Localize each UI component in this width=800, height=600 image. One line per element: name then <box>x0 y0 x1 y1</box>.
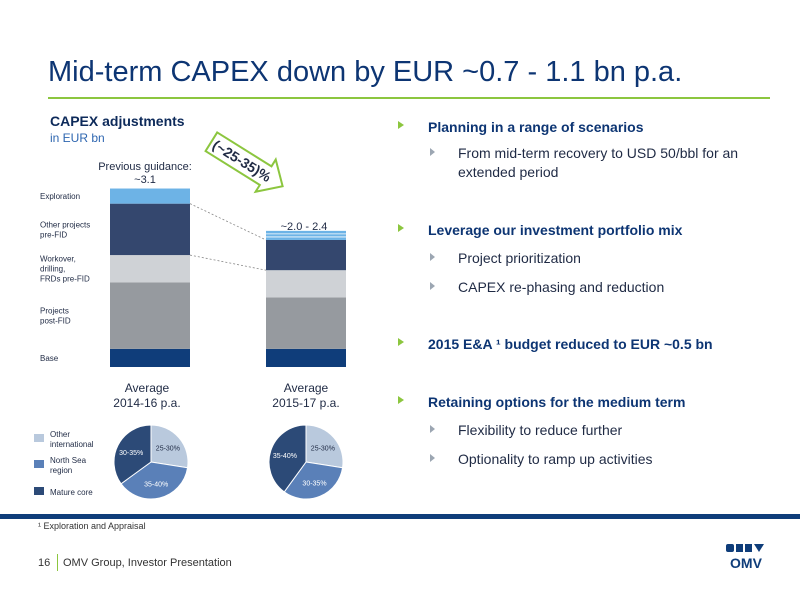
bullet-1-text: Planning in a range of scenarios <box>428 119 644 135</box>
bullet-1-sub-1-text: From mid-term recovery to USD 50/bbl for… <box>458 145 739 180</box>
connector-line-lower <box>189 254 267 271</box>
bar-1-segment-other-projects-pre-fid <box>110 203 190 256</box>
bullet-3-text: 2015 E&A ¹ budget reduced to EUR ~0.5 bn <box>428 336 713 352</box>
reduction-arrow: (~25-35)% <box>204 131 284 194</box>
bar-2-segment-exploration <box>266 230 346 240</box>
bullet-4-marker <box>398 396 404 404</box>
pie-2-slice-1 <box>305 424 344 469</box>
bar-2-segment-other-projects-pre-fid <box>266 239 346 271</box>
page-title: Mid-term CAPEX down by EUR ~0.7 - 1.1 bn… <box>48 56 683 88</box>
footer-text: OMV Group, Investor Presentation <box>63 557 232 569</box>
bullet-4-sub-1-marker <box>430 425 435 433</box>
bullet-2-marker <box>398 224 404 232</box>
bullet-1-marker <box>398 121 404 129</box>
series-label-2: Projects post-FID <box>40 307 71 326</box>
bullet-2-sub-2-marker <box>430 282 435 290</box>
connector-line-upper <box>189 203 267 241</box>
bar-2-segment-base <box>266 348 346 367</box>
bullet-2-sub-2-text: CAPEX re-phasing and reduction <box>458 279 665 295</box>
footer-separator <box>57 554 58 571</box>
pie-2-slice-1-label: 25-30% <box>311 446 335 453</box>
bullet-4-text: Retaining options for the medium term <box>428 394 686 410</box>
chart-unit: in EUR bn <box>50 131 105 145</box>
bar-1-annotation: Previous guidance: ~3.1 <box>98 161 192 186</box>
bullet-1-sub-1-marker <box>430 148 435 156</box>
bar-2-segment-projects-post-fid <box>266 297 346 349</box>
pie-1-slice-2-label: 35-40% <box>144 482 168 489</box>
bullet-4-sub-2-marker <box>430 454 435 462</box>
bar-1-segment-exploration <box>110 188 190 204</box>
pie-1-slice-1 <box>150 424 189 469</box>
bar-1-segment-base <box>110 348 190 367</box>
series-label-1: Base <box>40 354 59 363</box>
legend-mature-core-label: Mature core <box>50 488 93 497</box>
legend-mature-core-swatch <box>34 487 44 495</box>
omv-logo-text: OMV <box>730 555 763 571</box>
legend-other-international-label: Other international <box>50 430 94 449</box>
pie-1-slice-1-label: 25-30% <box>156 446 180 453</box>
legend-north-sea-swatch <box>34 460 44 468</box>
series-label-4: Other projects pre-FID <box>40 220 90 239</box>
bullet-2-text: Leverage our investment portfolio mix <box>428 222 683 238</box>
bullet-4-sub-1-text: Flexibility to reduce further <box>458 422 623 438</box>
series-label-3: Workover, drilling, FRDs pre-FID <box>40 255 90 284</box>
legend-other-international-swatch <box>34 434 44 442</box>
pie-1-slice-2 <box>120 461 189 500</box>
omv-logo-mark <box>726 544 764 552</box>
chart-title: CAPEX adjustments <box>50 113 185 129</box>
pie-2-slice-2-label: 30-35% <box>302 481 326 488</box>
bullet-3-marker <box>398 338 404 346</box>
pie-2-slice-3 <box>268 424 307 493</box>
pie-1-slice-3-label: 30-35% <box>119 450 143 457</box>
footer-band <box>0 514 800 519</box>
capex-chart: Base Projects post-FID Workover, drilling, FR… <box>34 131 346 500</box>
bullet-4-sub-2-text: Optionality to ramp up activities <box>458 451 653 467</box>
bullet-2-sub-1-text: Project prioritization <box>458 250 581 266</box>
reduction-arrow-shape <box>204 131 284 194</box>
bullet-2-sub-1-marker <box>430 253 435 261</box>
category-label-2: Average 2015-17 p.a. <box>272 381 339 410</box>
pie-1-slice-3 <box>113 424 152 485</box>
bar-2-annotation: ~2.0 - 2.4 <box>281 221 328 233</box>
page-number: 16 <box>38 557 51 569</box>
bar-1-segment-projects-post-fid <box>110 282 190 349</box>
pie-2-slice-3-label: 35-40% <box>273 453 297 460</box>
omv-logo: OMV <box>726 544 764 571</box>
bar-1-segment-workover-drilling-frds-pre-fid <box>110 255 190 283</box>
category-label-1: Average 2014-16 p.a. <box>113 381 180 410</box>
pie-2-slice-2 <box>283 461 344 500</box>
legend-north-sea-label: North Sea region <box>50 456 87 475</box>
series-label-5: Exploration <box>40 192 80 201</box>
reduction-arrow-label: (~25-35)% <box>210 137 275 186</box>
footnote: ¹ Exploration and Appraisal <box>38 521 146 531</box>
bar-2-segment-workover-drilling-frds-pre-fid <box>266 270 346 298</box>
title-divider <box>48 97 770 99</box>
